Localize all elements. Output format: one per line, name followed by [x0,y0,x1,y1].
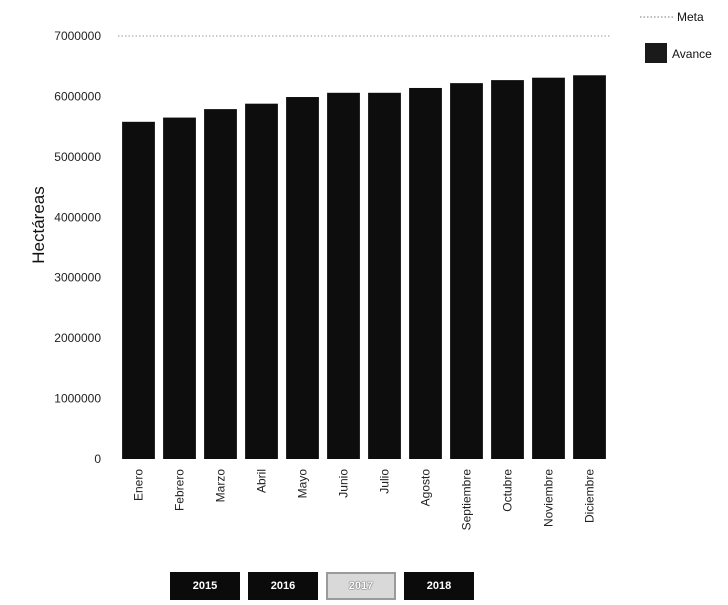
legend: Meta Avance [640,10,712,63]
y-tick-label: 0 [94,452,101,466]
x-tick-label: Febrero [173,469,187,511]
x-tick-label: Junio [337,469,351,498]
bar-avance[interactable] [245,103,278,460]
bar-chart: Hectáreas 0 1000000 2000000 3000000 4000000 5… [29,10,712,531]
legend-avance-label: Avance [672,47,712,61]
x-tick-label: Mayo [296,469,310,499]
bar-avance[interactable] [409,87,442,460]
bar-avance[interactable] [327,92,360,459]
y-axis-label: Hectáreas [29,186,48,263]
legend-meta-label: Meta [677,10,704,24]
x-tick-label: Diciembre [583,469,597,523]
bar-avance[interactable] [532,77,565,460]
bar-avance[interactable] [286,97,319,459]
x-tick-label: Noviembre [542,469,556,527]
bar-avance[interactable] [573,75,606,460]
bar-avance[interactable] [491,80,524,459]
bar-avance[interactable] [163,117,196,459]
y-tick-label: 3000000 [54,271,101,285]
y-tick-label: 6000000 [54,89,101,103]
x-tick-label: Julio [378,469,392,494]
bar-avance[interactable] [368,92,401,459]
y-tick-label: 1000000 [54,392,101,406]
bar-avance[interactable] [450,83,483,460]
x-tick-label: Marzo [214,469,228,503]
x-tick-label: Septiembre [460,469,474,531]
y-axis-ticks: 0 1000000 2000000 3000000 4000000 5000000 6000… [54,29,101,466]
year-selector: 2015 2016 2017 2018 [170,572,474,600]
x-axis-categories: Enero Febrero Marzo Abril Mayo Junio Julio Agos… [132,469,597,531]
year-tab-2018[interactable]: 2018 [404,572,474,600]
x-tick-label: Abril [255,469,269,493]
bar-avance[interactable] [204,109,237,460]
y-tick-label: 2000000 [54,331,101,345]
avance-bar-series [122,75,606,460]
y-tick-label: 4000000 [54,210,101,224]
y-tick-label: 7000000 [54,29,101,43]
year-tab-2016[interactable]: 2016 [248,572,318,600]
bar-avance[interactable] [122,121,155,460]
year-tab-2015[interactable]: 2015 [170,572,240,600]
year-tab-2017[interactable]: 2017 [326,572,396,600]
x-tick-label: Octubre [501,469,515,512]
x-tick-label: Enero [132,469,146,501]
x-tick-label: Agosto [419,469,433,507]
legend-avance-swatch [645,43,667,63]
y-tick-label: 5000000 [54,150,101,164]
